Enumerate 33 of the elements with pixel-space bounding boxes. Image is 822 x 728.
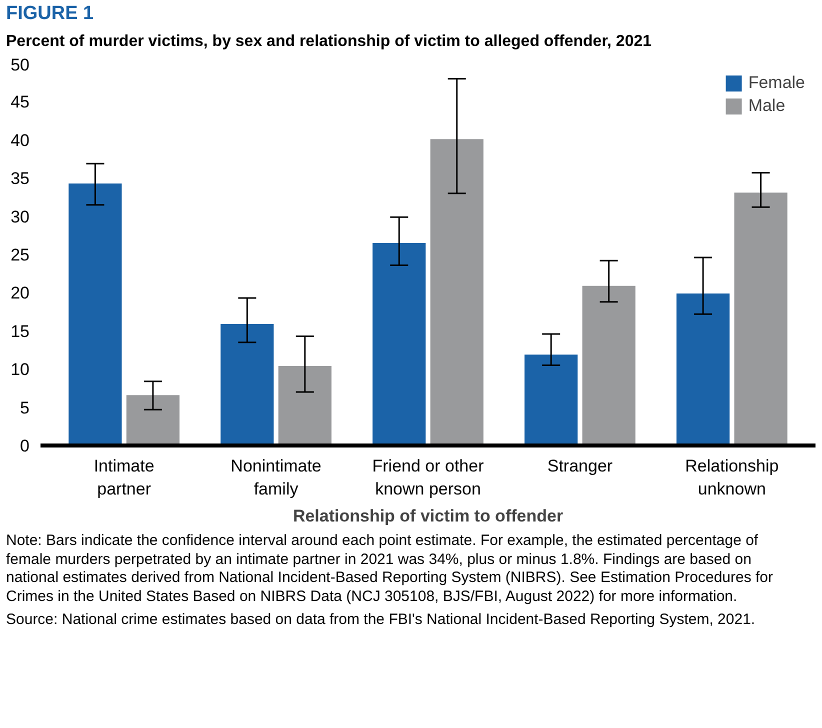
bar <box>220 324 274 446</box>
y-tick-label: 5 <box>20 398 30 418</box>
bar <box>524 354 578 446</box>
text: Note: Bars indicate the confidence interval around each point estimate. For example, the estimated percentage of female murders perpetrated by an intimate partner in 2021 was 34%, plus or minus 1.8%. Findings are based on national estimates derived from National Incident-Based Reporting System (NIBRS). See Estimation Procedures for Crimes in the United States Based on NIBRS Data (NCJ 305108, BJS/FBI, August 2022) for more information. <box>6 532 774 607</box>
y-tick-label: 25 <box>10 245 30 264</box>
y-tick-label: 50 <box>10 55 30 74</box>
chart-title: FIGURE 1 <box>6 2 94 26</box>
y-tick-label: 0 <box>20 436 30 456</box>
x-tick-label: Friend or other known person <box>372 456 484 498</box>
chart-subtitle: Percent of murder victims, by sex and relationship of victim to alleged offender, 2021 <box>6 32 652 52</box>
y-tick-label: 30 <box>10 207 30 226</box>
y-tick-label: 40 <box>10 130 30 150</box>
bar <box>430 139 484 446</box>
bar <box>734 192 788 446</box>
bar <box>68 183 122 446</box>
source-note: Source: National crime estimates based on data from the FBI's National Incident-Based Reporting System, 2021. <box>6 610 756 630</box>
y-tick-label: 45 <box>10 92 30 112</box>
bar <box>278 366 332 446</box>
x-tick-label: Relationship unknown <box>685 456 779 498</box>
legend-label: Male <box>748 96 786 116</box>
y-tick-label: 15 <box>10 322 30 341</box>
bar <box>676 293 730 446</box>
y-tick-label: 10 <box>10 360 30 380</box>
legend-label: Female <box>748 72 805 93</box>
y-tick-label: 35 <box>10 169 30 188</box>
bar <box>372 243 426 446</box>
bar <box>582 286 636 446</box>
y-tick-label: 20 <box>10 284 30 303</box>
x-tick-label: Nonintimate family <box>230 456 322 498</box>
bar <box>126 395 180 446</box>
x-axis-title: Relationship of victim to offender <box>292 506 564 526</box>
x-tick-label: Stranger <box>547 456 613 476</box>
x-tick-label: Intimate partner <box>94 456 154 498</box>
